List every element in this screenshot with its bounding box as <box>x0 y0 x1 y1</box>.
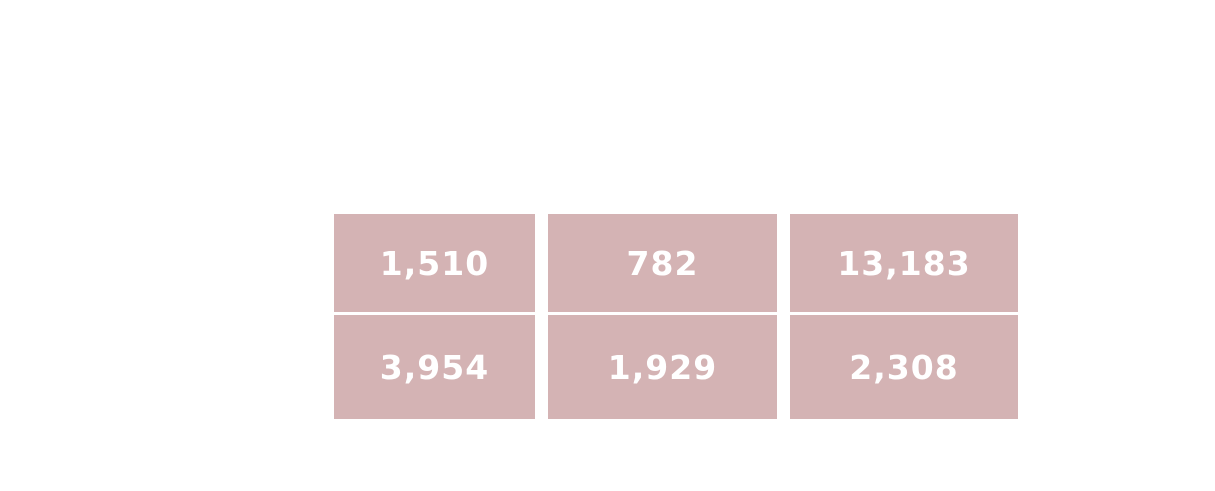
heatmap-cell-r2-c1: 3,954 <box>334 315 535 419</box>
heatmap-cell-value: 782 <box>626 243 699 283</box>
heatmap-cell-value: 13,183 <box>837 243 971 283</box>
heatmap-cell-r2-c2: 1,929 <box>548 315 777 419</box>
heatmap-cell-value: 3,954 <box>379 347 490 387</box>
heatmap-cell-r1-c3: 13,183 <box>790 214 1018 312</box>
heatmap-cell-r1-c2: 782 <box>548 214 777 312</box>
heatmap-cell-value: 1,929 <box>607 347 718 387</box>
heatmap-cell-value: 1,510 <box>379 243 490 283</box>
heatmap-cell-r2-c3: 2,308 <box>790 315 1018 419</box>
heatmap-cell-value: 2,308 <box>849 347 959 387</box>
heatmap-cell-r1-c1: 1,510 <box>334 214 535 312</box>
